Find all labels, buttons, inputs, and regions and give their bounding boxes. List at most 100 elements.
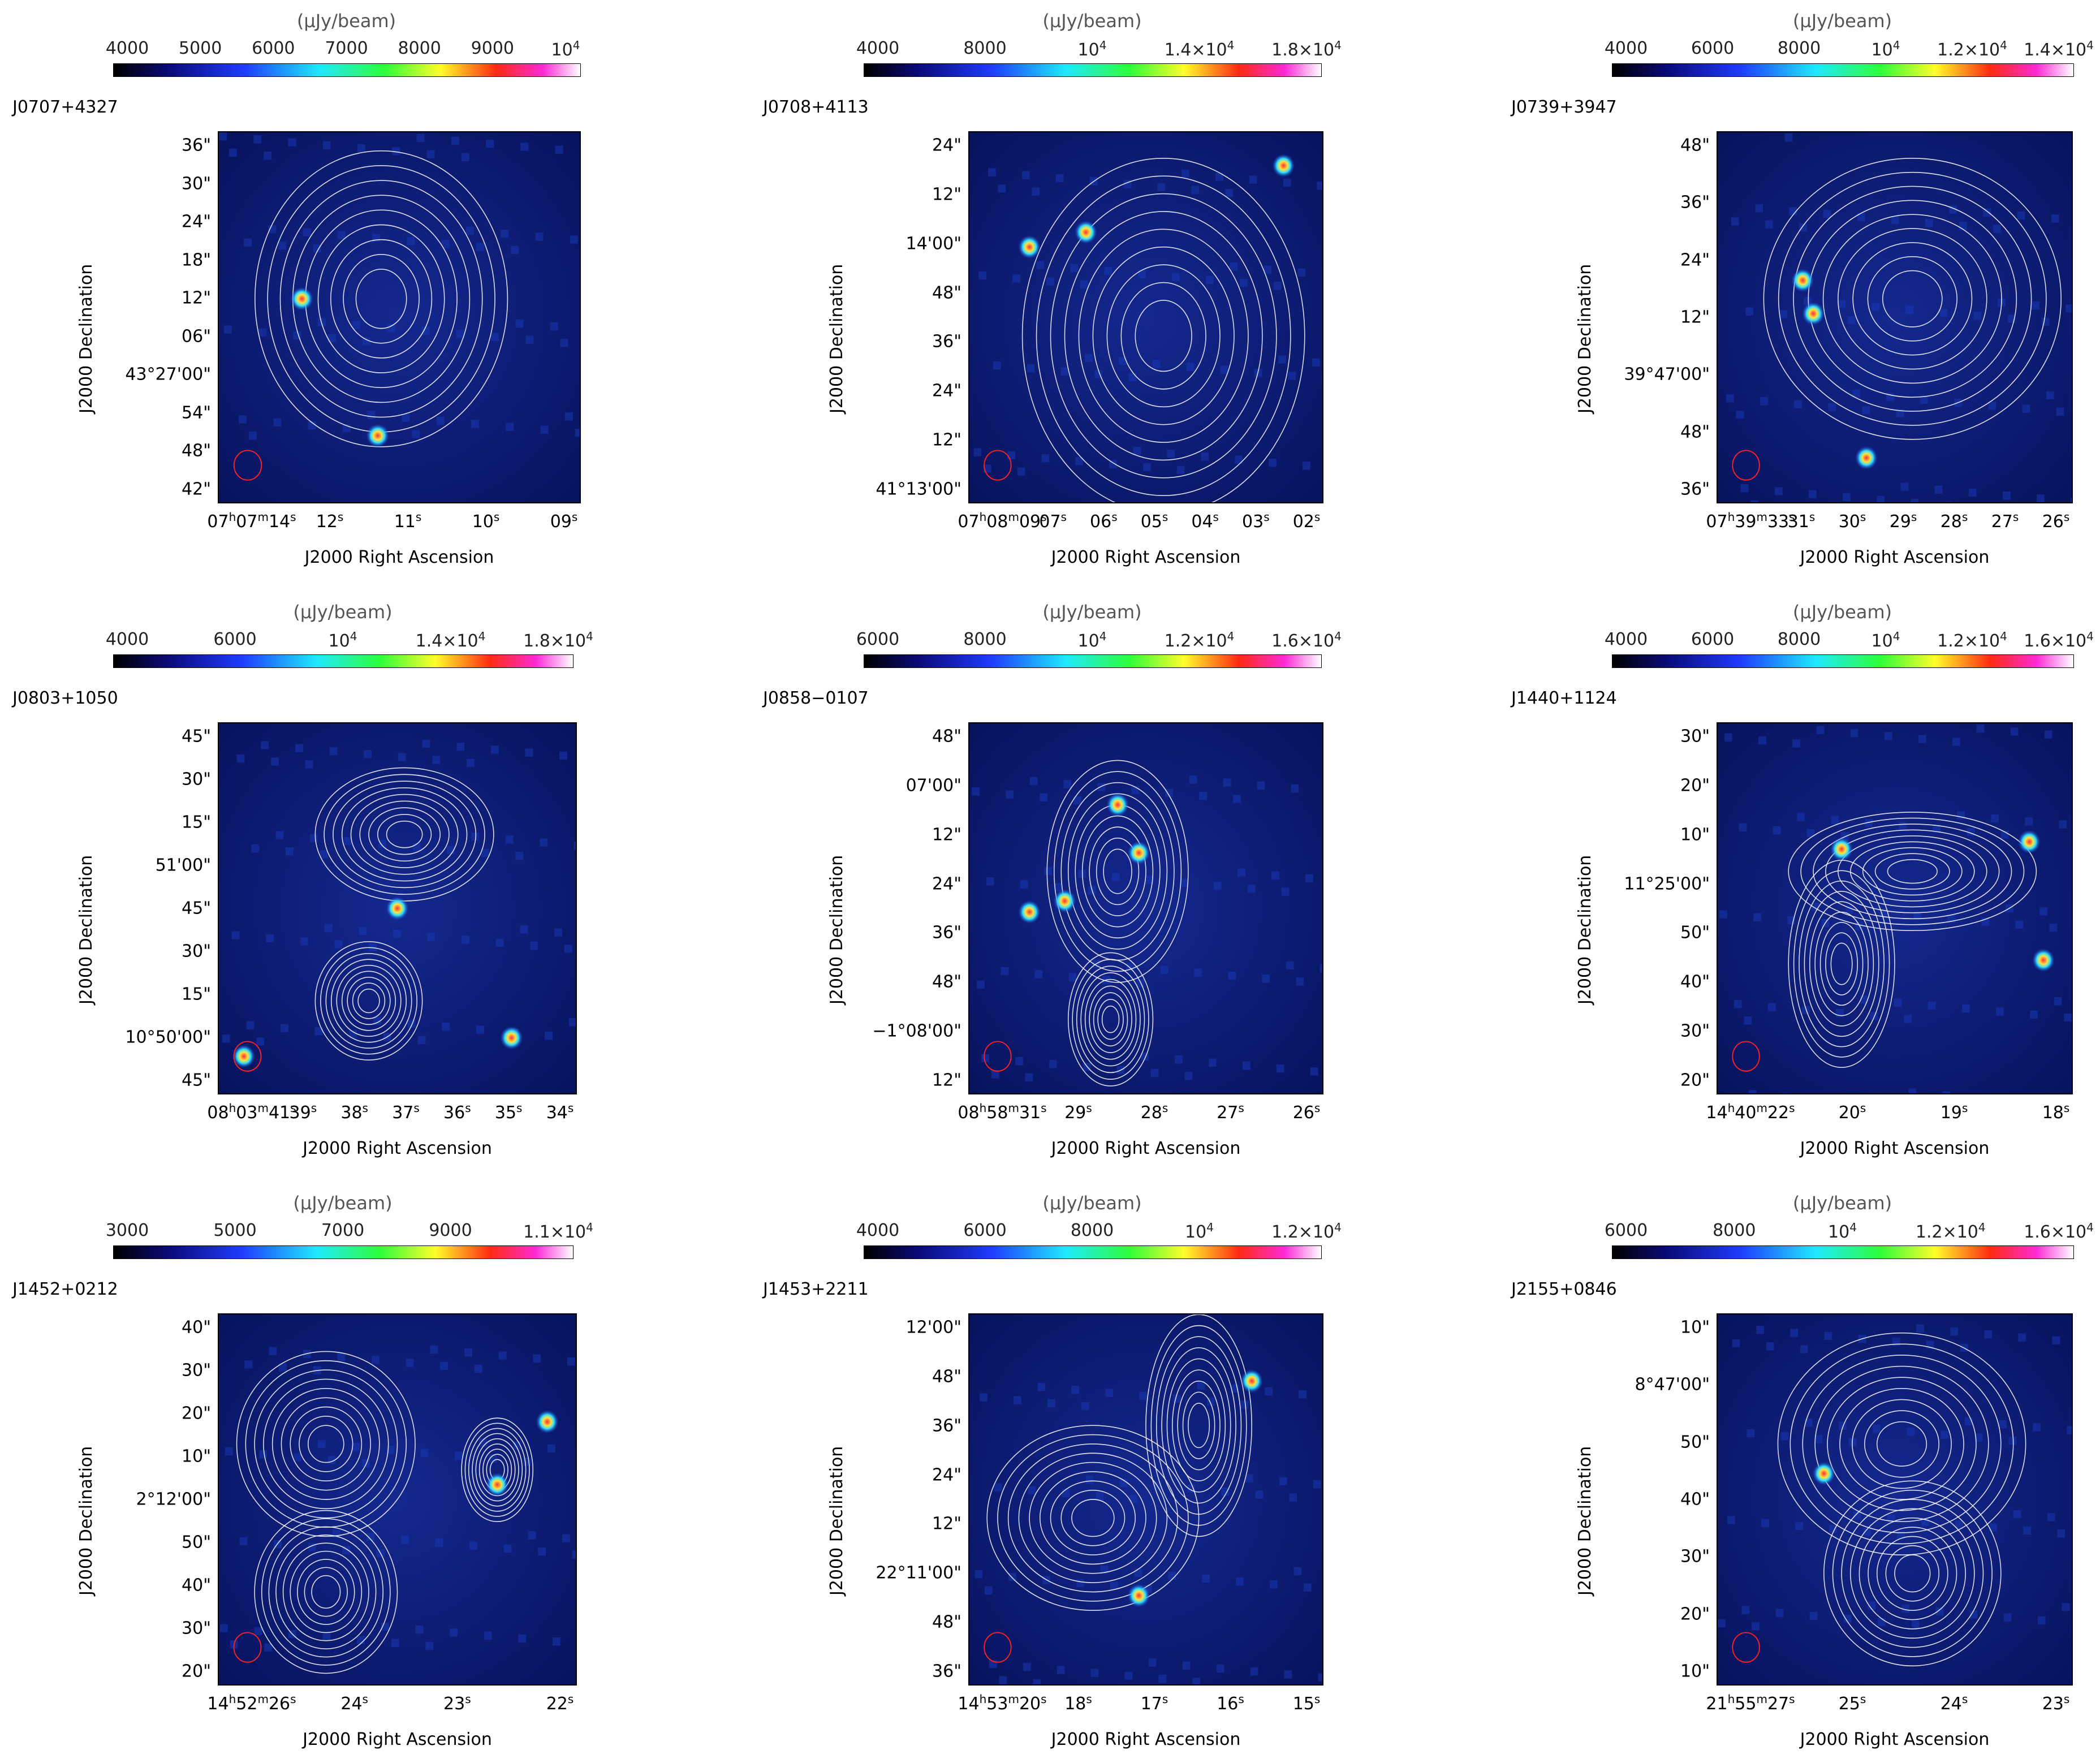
colorbar-tick-label: 6000 <box>213 630 257 649</box>
y-tick-label: 48" <box>932 283 961 303</box>
y-tick-label: 12'00" <box>905 1317 961 1338</box>
y-tick-label: 12" <box>932 430 961 450</box>
y-tick-label: 20" <box>182 1661 211 1682</box>
y-tick-label: 24" <box>1680 250 1710 270</box>
x-tick-label: 36s <box>443 1101 471 1123</box>
y-tick-label: 20" <box>1680 775 1710 796</box>
x-tick-label: 11s <box>394 510 422 532</box>
y-axis-label: J2000 Declination <box>76 1446 96 1596</box>
y-tick-label: 12" <box>1680 307 1710 327</box>
x-tick-label: 07h07m14s <box>207 510 296 532</box>
y-tick-label: 22°11'00" <box>876 1563 961 1583</box>
colorbar-tick-label: 4000 <box>1604 630 1648 649</box>
colorbar-tick-label: 1.2×104 <box>1915 1221 1986 1242</box>
y-tick-label: 54" <box>182 403 211 423</box>
y-tick-label: 12" <box>932 184 961 205</box>
x-axis-label: J2000 Right Ascension <box>303 1139 492 1158</box>
colorbar-tick-label: 6000 <box>856 630 900 649</box>
y-tick-label: 40" <box>1680 972 1710 992</box>
y-tick-label: 30" <box>182 941 211 962</box>
y-tick-label: 30" <box>182 1360 211 1381</box>
y-tick-label: 15" <box>182 812 211 833</box>
colorbar-tick-label: 8000 <box>1070 1221 1114 1240</box>
x-axis-label: J2000 Right Ascension <box>1800 1730 1990 1749</box>
y-tick-label: 48" <box>1680 422 1710 442</box>
colorbar-tick-label: 1.6×104 <box>2024 1221 2094 1242</box>
x-tick-label: 06s <box>1090 510 1118 532</box>
colorbar-tick-label: 6000 <box>1691 630 1735 649</box>
y-tick-label: 48" <box>932 1612 961 1632</box>
colorbar-tick-label: 6000 <box>1691 38 1735 58</box>
colorbar-tick-label: 4000 <box>856 1221 900 1240</box>
colorbar-tick-label: 104 <box>1871 38 1900 60</box>
x-axis-label: J2000 Right Ascension <box>1051 1730 1241 1749</box>
x-tick-label: 26s <box>1292 1101 1321 1123</box>
source-name: J0708+4113 <box>763 97 869 117</box>
y-tick-label: 36" <box>932 1416 961 1436</box>
radio-image <box>968 722 1323 1094</box>
radio-image <box>968 131 1323 503</box>
y-tick-label: 51'00" <box>155 855 211 876</box>
x-tick-label: 38s <box>340 1101 368 1123</box>
y-tick-label: 41°13'00" <box>876 479 961 499</box>
colorbar-tick-label: 9000 <box>471 38 515 58</box>
radio-image <box>218 722 577 1094</box>
radio-image <box>218 131 581 503</box>
x-tick-label: 09s <box>550 510 578 532</box>
x-tick-label: 25s <box>1838 1692 1866 1714</box>
y-tick-label: 50" <box>182 1532 211 1553</box>
colorbar-tick-label: 1.2×104 <box>1271 1221 1342 1242</box>
x-tick-label: 02s <box>1292 510 1321 532</box>
colorbar-unit-label: (μJy/beam) <box>1792 10 1892 32</box>
colorbar <box>113 654 573 668</box>
y-tick-label: 30" <box>1680 1021 1710 1041</box>
colorbar-unit-label: (μJy/beam) <box>1042 10 1142 32</box>
radio-image <box>1717 1313 2073 1686</box>
source-name: J2155+0846 <box>1511 1279 1617 1299</box>
x-tick-label: 35s <box>494 1101 523 1123</box>
y-tick-label: 50" <box>1680 923 1710 943</box>
colorbar-tick-label: 4000 <box>1604 38 1648 58</box>
x-tick-label: 23s <box>2042 1692 2070 1714</box>
y-axis-label: J2000 Declination <box>1575 1446 1595 1596</box>
y-tick-label: 24" <box>182 212 211 232</box>
colorbar-unit-label: (μJy/beam) <box>1792 1192 1892 1214</box>
radio-image <box>218 1313 577 1686</box>
x-tick-label: 30s <box>1838 510 1866 532</box>
colorbar <box>1612 654 2074 668</box>
colorbar-tick-label: 1.2×104 <box>1164 630 1235 651</box>
x-axis-label: J2000 Right Ascension <box>303 1730 492 1749</box>
y-tick-label: 24" <box>932 874 961 894</box>
colorbar-tick-label: 104 <box>1871 630 1900 651</box>
x-tick-label: 14h40m22s <box>1706 1101 1795 1123</box>
y-tick-label: 06" <box>182 326 211 347</box>
colorbar <box>113 1245 573 1259</box>
y-tick-label: 14'00" <box>905 234 961 254</box>
radio-image <box>968 1313 1323 1686</box>
x-tick-label: 08h58m31s <box>958 1101 1047 1123</box>
x-tick-label: 05s <box>1140 510 1168 532</box>
x-tick-label: 18s <box>2042 1101 2070 1123</box>
source-name: J0707+4327 <box>12 97 118 117</box>
radio-image <box>1717 722 2073 1094</box>
x-tick-label: 24s <box>1940 1692 1968 1714</box>
y-tick-label: 48" <box>1680 135 1710 156</box>
x-tick-label: 07h39m33s <box>1706 510 1795 532</box>
y-tick-label: 2°12'00" <box>136 1489 211 1510</box>
y-tick-label: 36" <box>182 135 211 156</box>
y-tick-label: 24" <box>932 381 961 401</box>
colorbar-unit-label: (μJy/beam) <box>1792 601 1892 623</box>
y-axis-label: J2000 Declination <box>827 264 847 413</box>
colorbar-tick-label: 5000 <box>213 1221 257 1240</box>
y-tick-label: 10" <box>182 1446 211 1467</box>
x-axis-label: J2000 Right Ascension <box>304 548 494 567</box>
y-axis-label: J2000 Declination <box>827 1446 847 1596</box>
colorbar-tick-label: 8000 <box>1777 38 1821 58</box>
y-tick-label: 12" <box>932 1514 961 1534</box>
source-name: J1452+0212 <box>12 1279 118 1299</box>
x-tick-label: 14h52m26s <box>207 1692 296 1714</box>
colorbar-tick-label: 1.8×104 <box>523 630 593 651</box>
source-name: J0739+3947 <box>1511 97 1617 117</box>
y-tick-label: 20" <box>1680 1604 1710 1624</box>
